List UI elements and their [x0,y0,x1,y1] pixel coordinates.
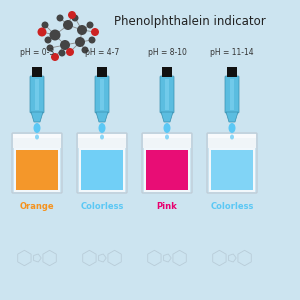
FancyBboxPatch shape [225,76,239,113]
Bar [208,134,256,148]
Ellipse shape [165,134,169,140]
Circle shape [77,25,87,35]
Text: Pink: Pink [157,202,177,211]
Circle shape [68,11,76,19]
Text: Orange: Orange [20,202,54,211]
Bar [209,148,255,192]
FancyBboxPatch shape [160,76,174,113]
Text: Colorless: Colorless [80,202,124,211]
Bar [143,134,191,148]
Bar [32,67,42,77]
FancyBboxPatch shape [30,76,44,113]
Circle shape [38,28,46,37]
Circle shape [82,46,88,53]
Polygon shape [226,112,238,122]
Bar [226,67,237,77]
Circle shape [88,37,95,44]
Circle shape [75,37,85,47]
Bar [211,150,253,190]
Bar [78,134,126,148]
Circle shape [91,28,99,36]
Polygon shape [161,112,173,122]
Bar [35,79,39,110]
Circle shape [46,44,53,52]
Polygon shape [96,112,108,122]
Bar [13,134,61,138]
Circle shape [63,20,73,30]
Text: pH = 11-14: pH = 11-14 [210,48,254,57]
Bar [162,67,172,77]
Text: pH = 4-7: pH = 4-7 [85,48,119,57]
Ellipse shape [164,123,170,133]
Circle shape [86,22,94,28]
Bar [78,134,126,138]
Ellipse shape [35,134,39,140]
Circle shape [58,50,65,56]
Circle shape [56,14,64,22]
Ellipse shape [34,123,40,133]
Bar [165,79,169,110]
Circle shape [71,14,79,22]
Bar [16,150,58,190]
Circle shape [66,48,74,56]
Ellipse shape [230,134,234,140]
Bar [14,148,60,192]
FancyBboxPatch shape [95,76,109,113]
Bar [208,134,256,138]
Circle shape [51,53,59,61]
Bar [79,148,125,192]
Bar [13,134,61,148]
Ellipse shape [100,134,104,140]
Circle shape [60,40,70,50]
Circle shape [41,22,49,28]
Text: pH = 8-10: pH = 8-10 [148,48,186,57]
Circle shape [44,37,52,44]
Bar [144,148,190,192]
Polygon shape [31,112,43,122]
Circle shape [50,29,61,40]
Ellipse shape [98,123,106,133]
Bar [230,79,234,110]
Text: Phenolphthalein indicator: Phenolphthalein indicator [114,16,266,28]
Bar [97,67,107,77]
Bar [81,150,123,190]
Text: Colorless: Colorless [210,202,254,211]
Bar [143,134,191,138]
Text: pH = 0-3: pH = 0-3 [20,48,54,57]
Bar [100,79,104,110]
Ellipse shape [229,123,236,133]
Bar [146,150,188,190]
